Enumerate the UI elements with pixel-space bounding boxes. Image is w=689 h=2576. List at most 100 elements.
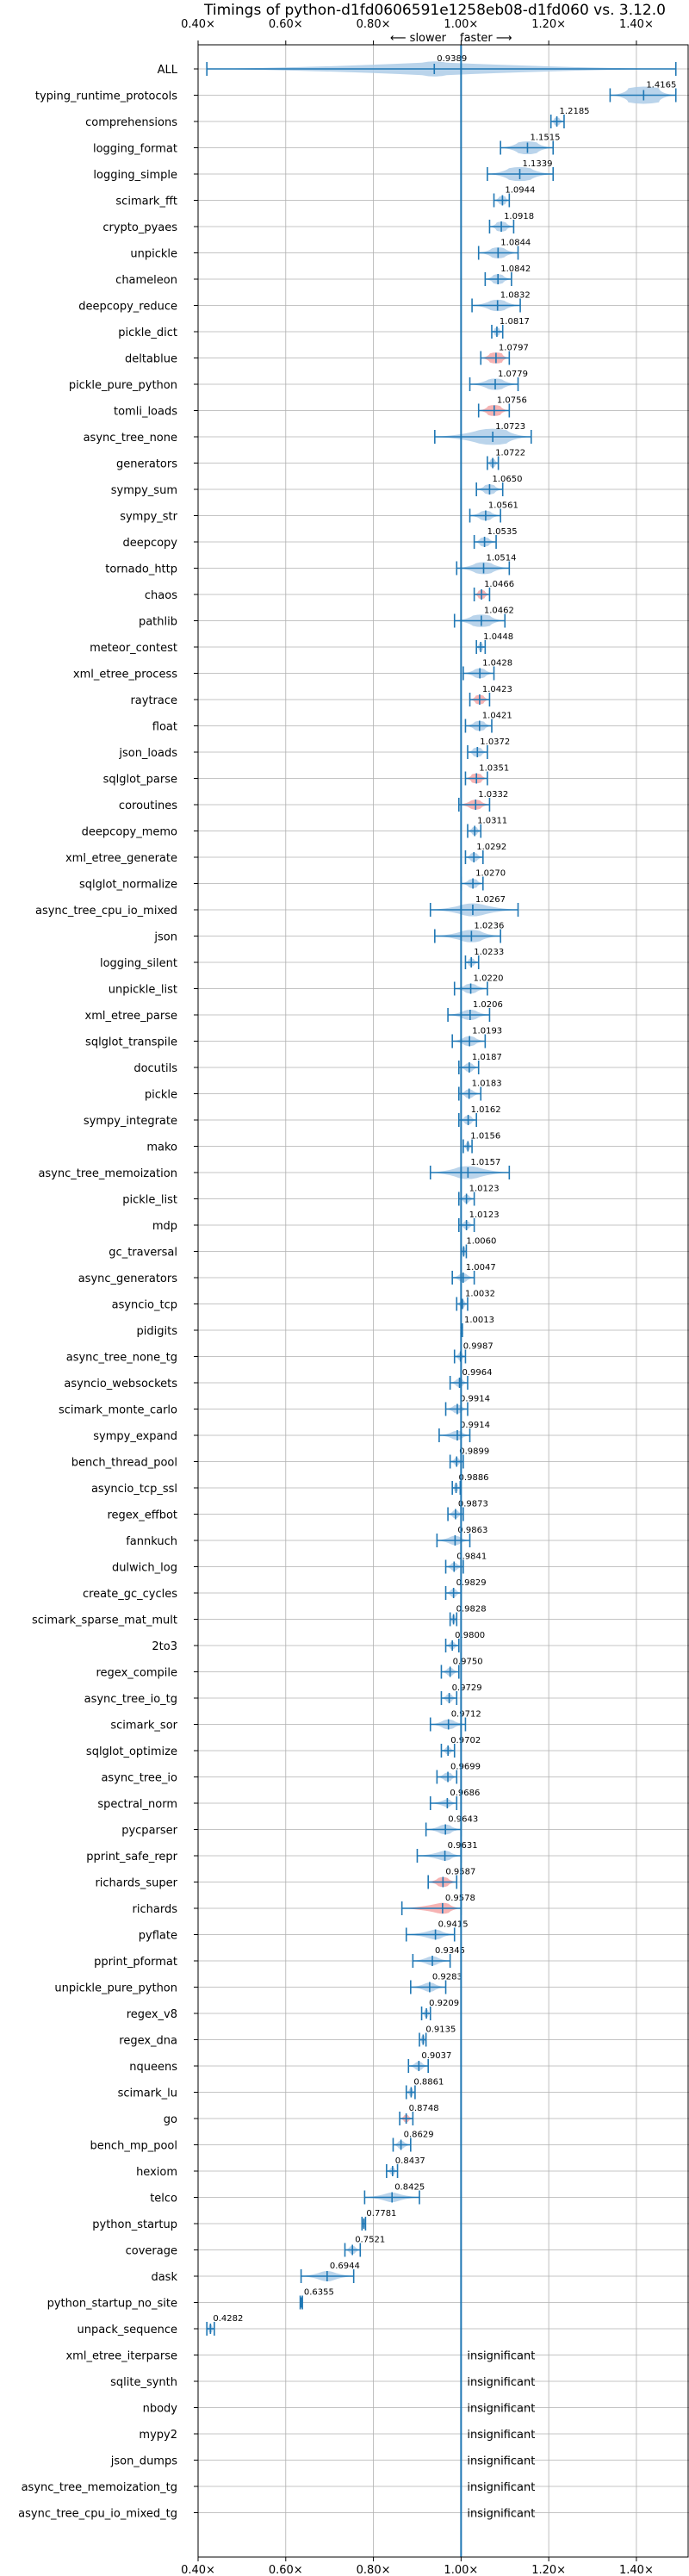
value-label: 0.8748	[409, 2104, 439, 2113]
benchmark-label: python_startup_no_site	[47, 2298, 177, 2311]
value-label: 1.0561	[488, 501, 518, 511]
benchmark-row: chaos 1.0466	[145, 580, 514, 602]
benchmark-label: docutils	[133, 1062, 177, 1075]
benchmark-label: python_startup	[92, 2218, 177, 2231]
benchmark-label: bench_mp_pool	[90, 2140, 177, 2153]
insignificant-label: insignificant	[467, 2481, 535, 2494]
benchmark-label: nqueens	[129, 2061, 177, 2074]
value-label: 1.0756	[497, 396, 527, 406]
value-label: 1.0797	[499, 344, 529, 353]
benchmark-label: async_tree_cpu_io_mixed	[35, 905, 177, 918]
benchmark-label: async_tree_none_tg	[66, 1352, 177, 1365]
benchmark-label: pprint_pformat	[94, 1956, 177, 1969]
benchmark-row: deepcopy 1.0535	[122, 527, 517, 550]
benchmark-row: generators 1.0722	[116, 449, 525, 471]
benchmark-row: docutils 1.0187	[133, 1053, 502, 1075]
x-axis-top: 0.40× 0.60× 0.80× 1.00× 1.20× 1.40×	[181, 18, 654, 45]
value-label: 0.9886	[459, 1473, 489, 1483]
value-label: 0.9643	[448, 1815, 478, 1825]
value-label: 0.8861	[413, 2078, 444, 2088]
benchmark-row: python_startup 0.7781	[92, 2209, 396, 2231]
value-label: 0.8425	[394, 2183, 425, 2193]
x-tick-label-bottom: 1.00×	[444, 2564, 478, 2576]
value-label: 0.9631	[448, 1841, 478, 1851]
value-label: 0.9209	[429, 1999, 459, 2008]
benchmark-label: richards	[133, 1903, 178, 1916]
benchmark-row: asyncio_websockets 0.9964	[64, 1368, 492, 1391]
value-label: 1.2185	[560, 107, 590, 116]
benchmark-label: deltablue	[125, 353, 177, 366]
benchmark-label: logging_format	[93, 143, 177, 156]
benchmark-label: sympy_expand	[93, 1430, 177, 1443]
benchmark-row: regex_v8 0.9209	[127, 1999, 459, 2021]
benchmark-label: scimark_monte_carlo	[59, 1404, 177, 1417]
benchmark-row: nqueens 0.9037	[129, 2051, 451, 2074]
benchmark-label: unpickle_pure_python	[54, 1982, 177, 1995]
benchmark-label: pprint_safe_repr	[86, 1851, 177, 1864]
benchmark-row: sqlglot_normalize 1.0270	[79, 869, 506, 892]
x-tick-label-bottom: 0.80×	[357, 2564, 391, 2576]
benchmark-label: richards_super	[95, 1877, 177, 1890]
benchmark-row: comprehensions 1.2185	[85, 107, 589, 129]
benchmark-label: bench_thread_pool	[71, 1457, 177, 1470]
value-label: 1.0193	[472, 1027, 502, 1036]
benchmark-label: xml_etree_parse	[85, 1010, 177, 1023]
benchmark-row: sympy_sum 1.0650	[111, 475, 523, 497]
benchmark-label: logging_silent	[100, 957, 177, 970]
value-label: 1.0162	[471, 1105, 501, 1115]
benchmark-row: pprint_safe_repr 0.9631	[86, 1841, 477, 1864]
value-label: 1.0372	[480, 737, 510, 747]
benchmark-row: pprint_pformat 0.9345	[94, 1946, 465, 1969]
benchmark-row: fannkuch 0.9863	[126, 1526, 487, 1548]
benchmark-row: deltablue 1.0797	[125, 344, 529, 366]
insignificant-label: insignificant	[467, 2429, 535, 2442]
benchmark-row: async_tree_memoization_tg insignificant	[22, 2481, 536, 2494]
value-label: 0.9037	[421, 2051, 451, 2061]
value-label: 1.0817	[500, 317, 530, 327]
benchmark-row: unpickle 1.0844	[130, 239, 531, 261]
benchmark-row: deepcopy_reduce 1.0832	[78, 291, 530, 314]
benchmark-row: deepcopy_memo 1.0311	[82, 817, 508, 839]
value-label: 1.0428	[482, 659, 512, 669]
benchmark-label: coverage	[126, 2245, 177, 2258]
benchmark-row: async_tree_cpu_io_mixed 1.0267	[35, 895, 519, 918]
benchmark-row: logging_simple 1.1339	[93, 159, 555, 182]
benchmark-label: gc_traversal	[109, 1247, 177, 1260]
benchmark-row: gc_traversal 1.0060	[109, 1237, 496, 1260]
benchmark-label: scimark_sor	[110, 1720, 177, 1733]
benchmark-row: dask 0.6944	[151, 2262, 359, 2284]
benchmark-label: 2to3	[152, 1640, 177, 1653]
faster-label: faster ⟶	[460, 32, 512, 45]
benchmark-row: asyncio_tcp_ssl 0.9886	[91, 1473, 489, 1496]
benchmark-label: asyncio_tcp	[112, 1299, 177, 1312]
benchmark-label: ALL	[158, 64, 178, 77]
benchmark-label: pyflate	[139, 1930, 177, 1943]
value-label: 1.4165	[646, 81, 676, 90]
benchmark-row: scimark_monte_carlo 0.9914	[59, 1395, 490, 1417]
value-label: 1.0944	[505, 186, 535, 196]
value-label: 1.0187	[472, 1053, 502, 1062]
value-label: 1.0123	[469, 1210, 500, 1220]
value-label: 1.1515	[530, 134, 560, 143]
value-label: 1.0844	[500, 239, 531, 248]
benchmark-row: chameleon 1.0842	[115, 264, 531, 287]
value-label: 1.0332	[478, 790, 508, 800]
benchmark-row: pickle_pure_python 1.0779	[69, 370, 528, 392]
value-label: 1.0842	[500, 264, 531, 274]
benchmark-label: nbody	[143, 2403, 178, 2416]
benchmark-row: unpack_sequence 0.4282	[77, 2314, 243, 2336]
benchmark-row: scimark_sor 0.9712	[110, 1710, 481, 1733]
benchmark-label: async_tree_memoization	[38, 1167, 177, 1180]
value-label: 1.0421	[482, 712, 512, 721]
benchmark-label: create_gc_cycles	[83, 1588, 177, 1601]
benchmark-row: json 1.0236	[153, 922, 504, 944]
benchmark-row: pidigits 1.0013	[137, 1316, 494, 1338]
value-label: 1.0462	[484, 607, 514, 616]
benchmark-label: sqlglot_parse	[103, 774, 177, 787]
value-label: 1.0448	[483, 632, 513, 642]
value-label: 1.0156	[470, 1132, 500, 1142]
benchmark-label: deepcopy_memo	[82, 826, 177, 839]
benchmark-row: pickle_list 1.0123	[122, 1185, 499, 1207]
value-label: 0.9389	[437, 54, 467, 64]
